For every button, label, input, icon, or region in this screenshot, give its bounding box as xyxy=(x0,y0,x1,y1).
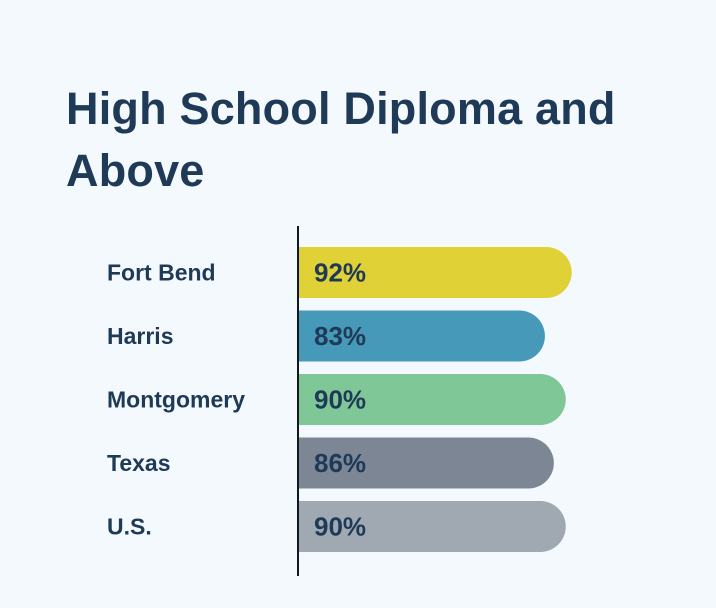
category-label: Fort Bend xyxy=(107,260,216,286)
category-label: Montgomery xyxy=(107,387,245,413)
value-label: 90% xyxy=(314,385,366,415)
bar-fort-bend xyxy=(298,247,572,298)
chart-title: High School Diploma and Above xyxy=(66,83,616,196)
category-label: U.S. xyxy=(107,514,152,540)
bar-texas xyxy=(298,437,554,489)
value-label: 86% xyxy=(314,448,366,478)
category-label: Harris xyxy=(107,323,173,349)
category-label: Texas xyxy=(107,450,171,476)
bar-harris xyxy=(298,310,545,362)
bar-montgomery xyxy=(298,374,566,425)
value-label: 90% xyxy=(314,512,366,542)
value-label: 92% xyxy=(314,258,366,288)
value-label: 83% xyxy=(314,321,366,351)
bar-u-s xyxy=(298,501,566,552)
